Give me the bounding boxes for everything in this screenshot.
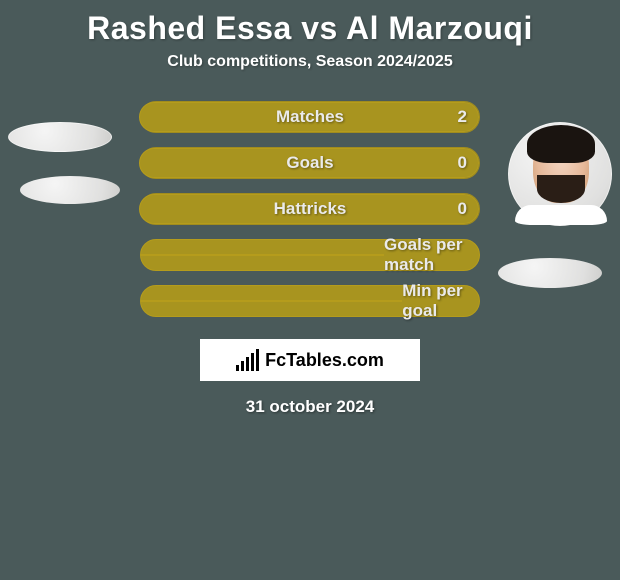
stat-label: Goals per match bbox=[384, 235, 479, 275]
player-right-avatar bbox=[508, 122, 612, 226]
player-right-badge bbox=[498, 258, 602, 288]
stat-row-min-per-goal: Min per goal bbox=[140, 285, 480, 317]
footer-date: 31 october 2024 bbox=[0, 397, 620, 417]
watermark-text: FcTables.com bbox=[265, 350, 384, 371]
stat-row-matches: Matches 2 bbox=[140, 101, 480, 133]
stat-label: Hattricks bbox=[274, 199, 347, 219]
player-left-badge bbox=[20, 176, 120, 204]
stat-label: Goals bbox=[286, 153, 333, 173]
stats-container: Matches 2 Goals 0 Hattricks 0 Goals per … bbox=[140, 101, 480, 317]
player-left-avatar bbox=[8, 122, 112, 152]
stat-label: Min per goal bbox=[402, 281, 479, 321]
stat-row-goals: Goals 0 bbox=[140, 147, 480, 179]
stat-value-right: 2 bbox=[458, 107, 467, 127]
stat-label: Matches bbox=[276, 107, 344, 127]
stat-value-right: 0 bbox=[458, 153, 467, 173]
stat-row-hattricks: Hattricks 0 bbox=[140, 193, 480, 225]
page-title: Rashed Essa vs Al Marzouqi bbox=[0, 0, 620, 53]
bars-icon bbox=[236, 349, 259, 371]
stat-fill bbox=[141, 254, 384, 256]
stat-row-goals-per-match: Goals per match bbox=[140, 239, 480, 271]
stat-value-right: 0 bbox=[458, 199, 467, 219]
stat-fill bbox=[141, 300, 402, 302]
page-subtitle: Club competitions, Season 2024/2025 bbox=[0, 53, 620, 101]
site-watermark: FcTables.com bbox=[200, 339, 420, 381]
